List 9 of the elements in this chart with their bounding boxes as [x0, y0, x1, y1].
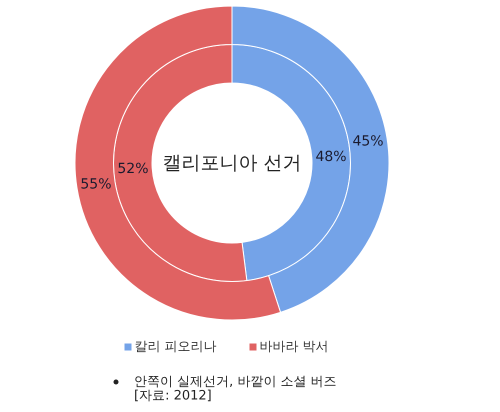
data-label: 55% [80, 176, 112, 193]
data-label: 52% [117, 161, 149, 178]
text: 캘리포니아 선거 [162, 152, 302, 174]
text: 안쪽이 실제선거, 바깥이 소셜 버즈 [134, 374, 337, 390]
data-label: 48% [315, 148, 347, 165]
legend-label: 바바라 박서 [260, 340, 329, 354]
legend-label: 칼리 피오리나 [134, 340, 217, 354]
data-label: 45% [352, 133, 384, 150]
text: [자료: 2012] [134, 388, 212, 404]
